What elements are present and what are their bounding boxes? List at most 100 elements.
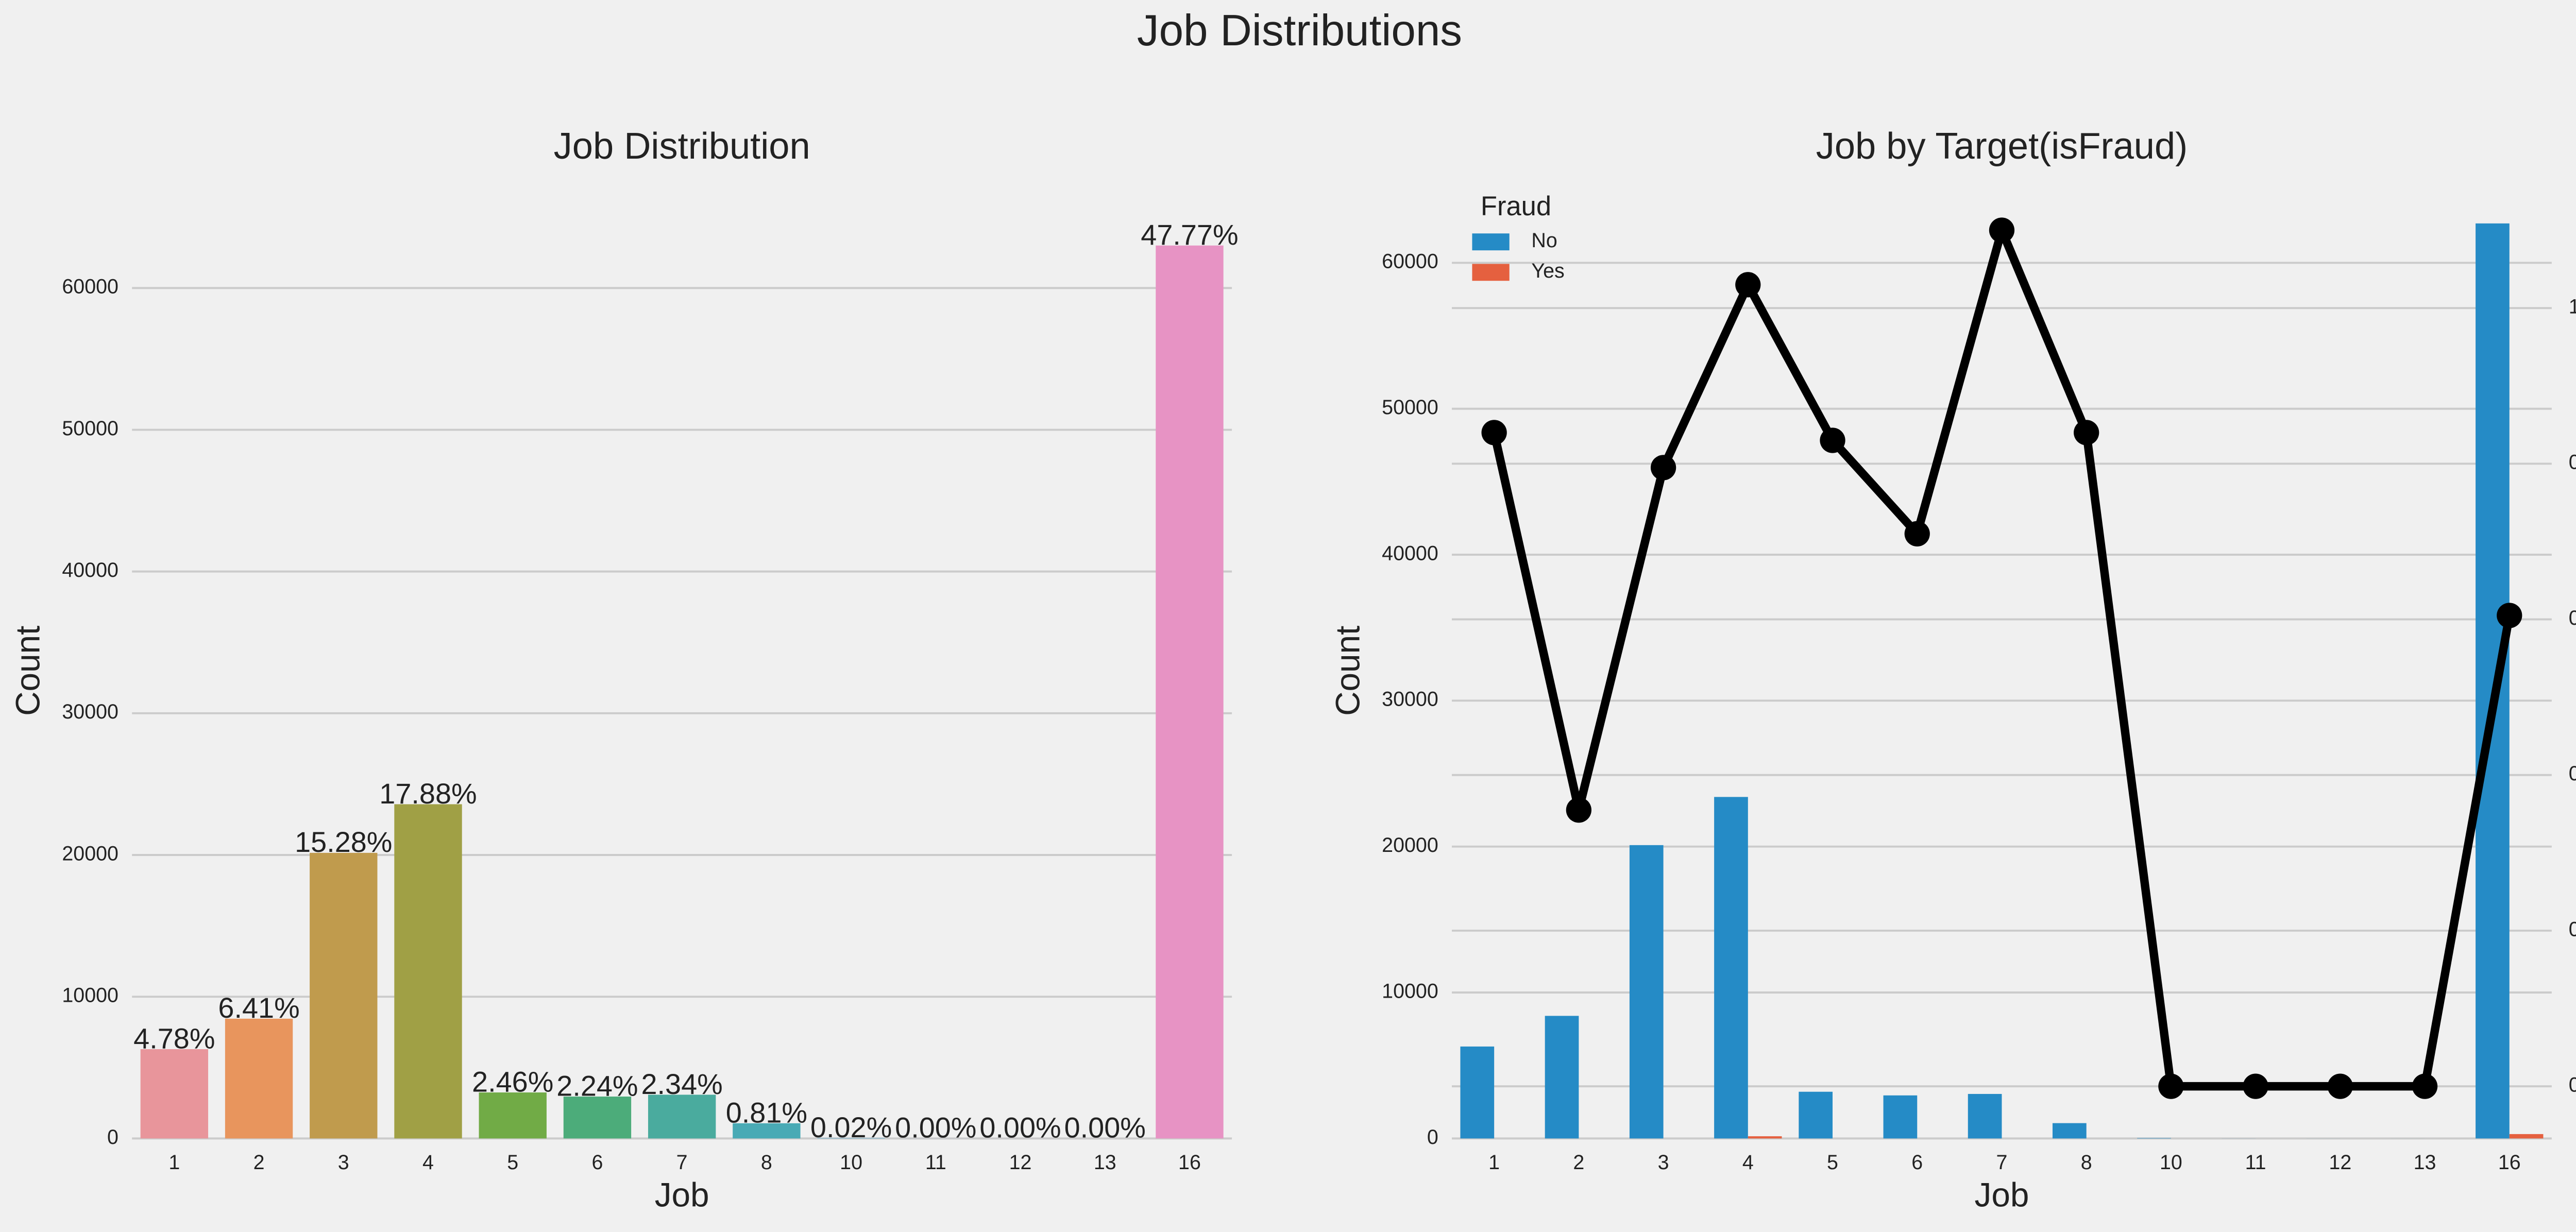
x-tick-label: 11 (925, 1151, 946, 1174)
bar-label: 0.00% (1064, 1111, 1146, 1144)
bar (1545, 1016, 1579, 1139)
legend-title: Fraud (1481, 191, 1551, 221)
line-point (2074, 420, 2099, 446)
y2-tick-label: 0.6 (2569, 607, 2576, 629)
line-point (2327, 1073, 2353, 1099)
x-tick-label: 5 (507, 1151, 518, 1174)
bar (1629, 845, 1664, 1139)
y-tick-label: 0 (1427, 1126, 1438, 1149)
bar-label: 2.46% (472, 1065, 553, 1098)
x-tick-label: 10 (2160, 1151, 2182, 1174)
legend-swatch (1472, 233, 1510, 251)
x-tick-label: 2 (253, 1151, 265, 1174)
bar-label: 4.78% (133, 1022, 215, 1054)
y-tick-label: 50000 (62, 417, 118, 440)
bar (1156, 245, 1224, 1139)
y-tick-label: 60000 (62, 276, 118, 298)
bar (2137, 1138, 2171, 1139)
x-tick-label: 11 (2245, 1151, 2266, 1174)
line-point (2412, 1073, 2438, 1099)
x-tick-label: 6 (591, 1151, 603, 1174)
line-point (2243, 1073, 2268, 1099)
bar-label: 0.00% (895, 1111, 976, 1144)
x-tick-label: 10 (840, 1151, 862, 1174)
y2-tick-label: 1.0 (2569, 296, 2576, 318)
subplot-title: Job by Target(isFraud) (1816, 126, 2188, 167)
bar (1968, 1093, 2002, 1139)
line-point (1650, 455, 1676, 481)
y-tick-label: 30000 (1382, 688, 1438, 711)
bar-label: 0.02% (810, 1111, 892, 1143)
bar-label: 2.34% (641, 1068, 723, 1100)
x-tick-label: 8 (2081, 1151, 2092, 1174)
bar (648, 1094, 716, 1139)
x-tick-label: 12 (2329, 1151, 2351, 1174)
x-tick-label: 3 (1658, 1151, 1669, 1174)
subplot-title: Job Distribution (554, 126, 810, 167)
y-tick-label: 20000 (1382, 834, 1438, 857)
line-point (1820, 427, 1845, 453)
x-tick-label: 6 (1911, 1151, 1923, 1174)
bar-label: 2.24% (556, 1069, 638, 1102)
x-tick-label: 5 (1827, 1151, 1838, 1174)
bar (733, 1123, 801, 1139)
y-tick-label: 0 (107, 1126, 118, 1149)
bar (479, 1092, 547, 1139)
x-tick-label: 8 (761, 1151, 772, 1174)
y-tick-label: 10000 (62, 984, 118, 1007)
x-tick-label: 16 (1178, 1151, 1201, 1174)
bar (1460, 1046, 1495, 1139)
y-tick-label: 60000 (1382, 250, 1438, 273)
bar (2052, 1123, 2087, 1139)
x-tick-label: 1 (1488, 1151, 1500, 1174)
figure-title: Job Distributions (1137, 6, 1462, 55)
legend-label: Yes (1531, 260, 1564, 282)
y-axis-label: Count (9, 626, 47, 716)
x-tick-label: 13 (1094, 1151, 1116, 1174)
x-axis-label: Job (1975, 1176, 2029, 1214)
line-point (1735, 272, 1761, 298)
bar-label: 47.77% (1141, 218, 1238, 251)
bar-label: 0.00% (979, 1111, 1061, 1144)
bar (2509, 1134, 2544, 1139)
line-point (1989, 217, 2015, 243)
bar-label: 15.28% (295, 826, 392, 858)
bar (310, 852, 378, 1139)
x-axis-label: Job (655, 1176, 709, 1214)
y-tick-label: 10000 (1382, 980, 1438, 1002)
bar-label: 0.81% (726, 1096, 807, 1128)
x-tick-label: 4 (422, 1151, 434, 1174)
y2-tick-label: 0.4 (2569, 762, 2576, 785)
y-tick-label: 40000 (62, 559, 118, 581)
x-tick-label: 4 (1742, 1151, 1754, 1174)
legend-swatch (1472, 264, 1510, 281)
bar (1714, 797, 1748, 1139)
line-point (1566, 797, 1592, 823)
y-tick-label: 20000 (62, 842, 118, 865)
line-point (2497, 603, 2522, 628)
bar (140, 1049, 209, 1139)
bar (225, 1018, 293, 1139)
x-tick-label: 12 (1009, 1151, 1032, 1174)
bar (1883, 1095, 1918, 1139)
bar (563, 1097, 632, 1139)
y-tick-label: 30000 (62, 700, 118, 723)
x-tick-label: 7 (1996, 1151, 2007, 1174)
bar (1799, 1091, 1833, 1139)
line-point (1481, 420, 1507, 446)
y-tick-label: 40000 (1382, 542, 1438, 564)
line-point (1904, 521, 1930, 546)
bar (817, 1138, 885, 1139)
bar (2476, 223, 2510, 1139)
bar (394, 804, 462, 1139)
y-tick-label: 50000 (1382, 396, 1438, 419)
bar-label: 17.88% (379, 777, 477, 810)
x-tick-label: 7 (676, 1151, 688, 1174)
line-point (2158, 1073, 2184, 1099)
bar (1748, 1136, 1782, 1139)
x-tick-label: 16 (2498, 1151, 2521, 1174)
y2-tick-label: 0.0 (2569, 1074, 2576, 1097)
